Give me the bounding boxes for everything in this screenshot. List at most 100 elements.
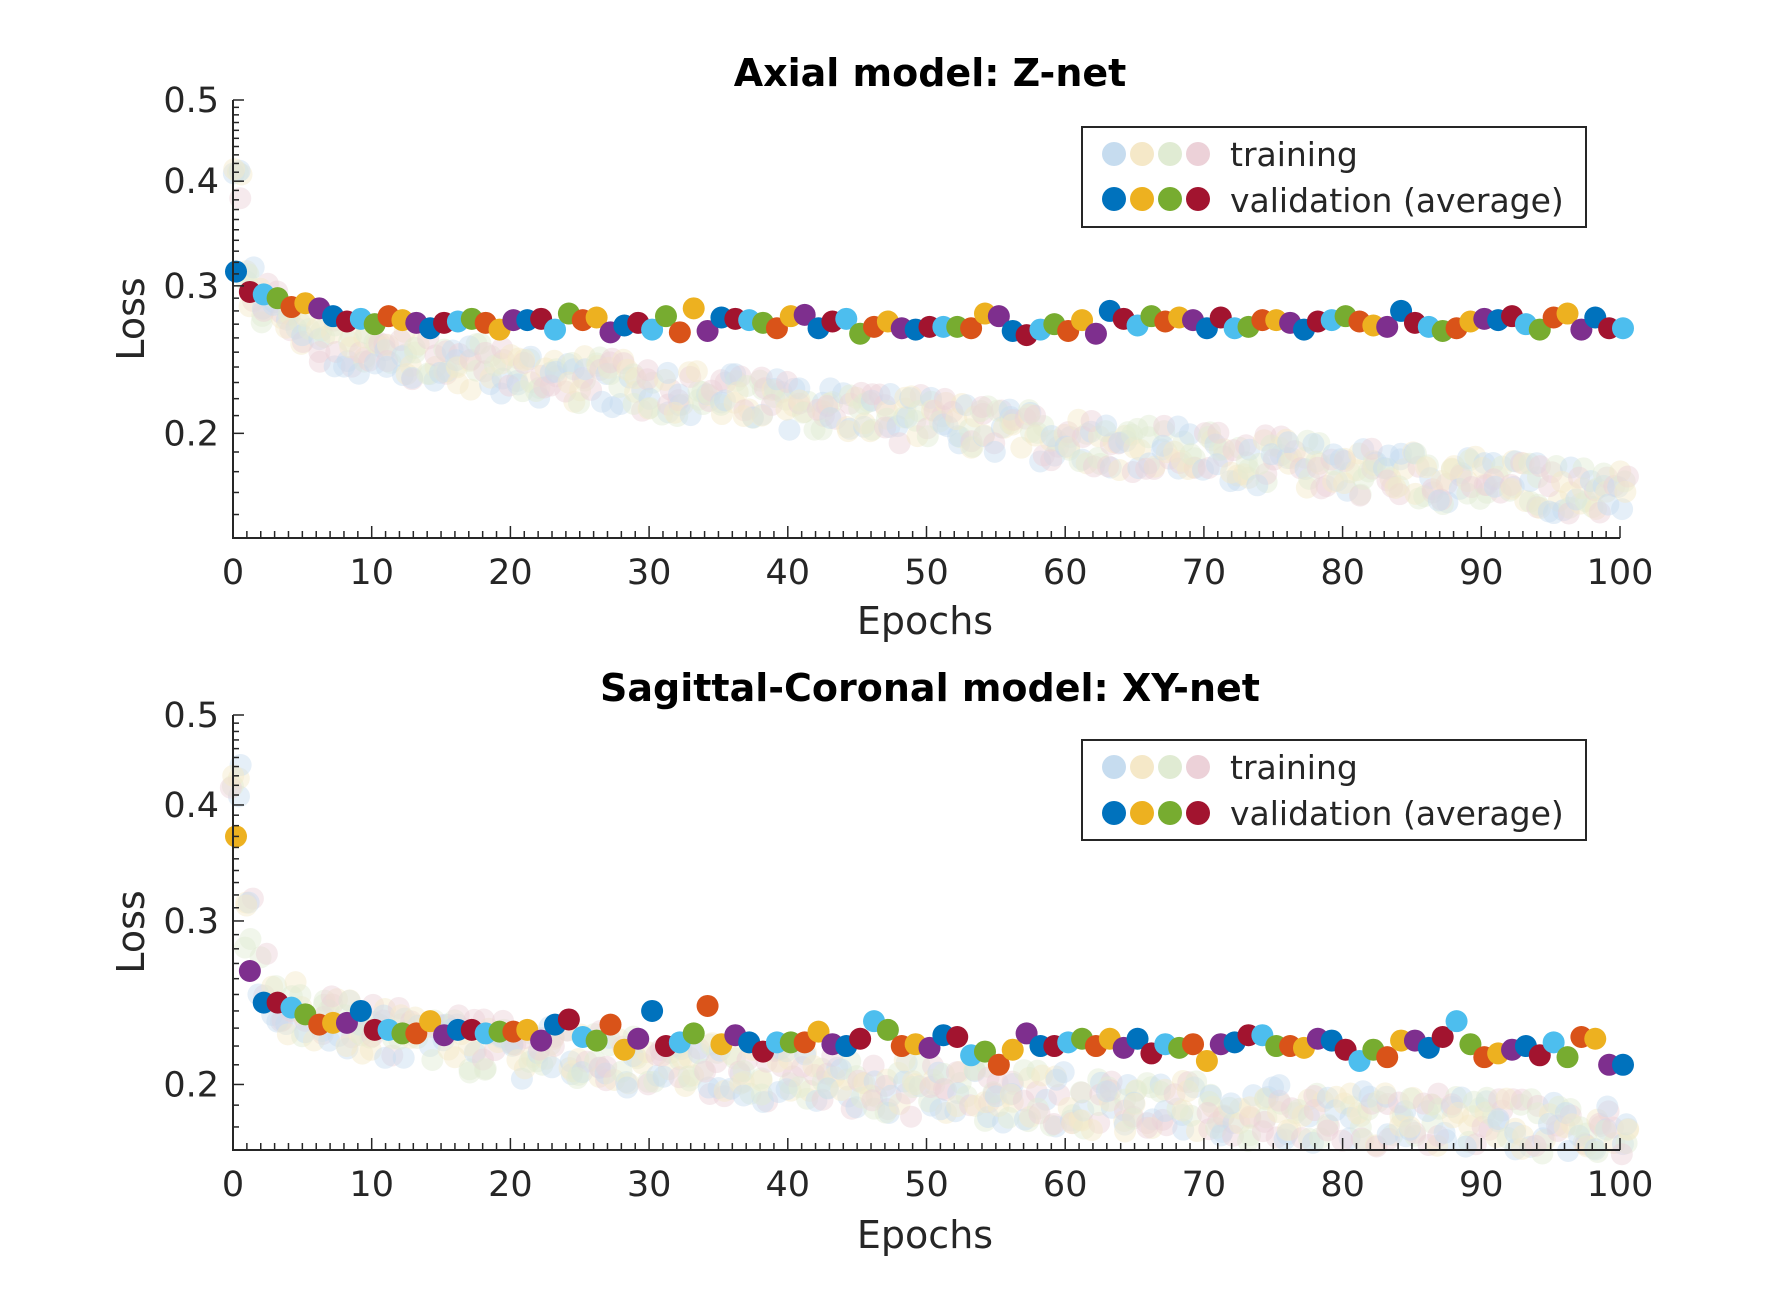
training-point	[1340, 1095, 1363, 1118]
training-point	[960, 436, 983, 459]
training-point	[1289, 457, 1312, 480]
x-tick-label: 50	[904, 1165, 949, 1205]
training-point	[1458, 449, 1481, 472]
validation-point	[682, 297, 705, 320]
training-point	[710, 369, 733, 392]
x-axis-label: Epochs	[857, 599, 993, 643]
training-point	[464, 1040, 487, 1063]
training-point	[853, 412, 876, 435]
training-point	[391, 345, 414, 368]
training-point	[1229, 1097, 1252, 1120]
training-point	[1114, 1088, 1137, 1111]
training-point	[1594, 1119, 1617, 1142]
validation-point	[973, 1040, 996, 1063]
training-point	[557, 371, 580, 394]
training-point	[624, 380, 647, 403]
training-point	[1260, 434, 1283, 457]
training-point	[1592, 462, 1615, 485]
training-point	[974, 1091, 997, 1114]
training-point	[601, 396, 624, 419]
training-point	[837, 420, 860, 443]
legend-validation-dot	[1102, 187, 1126, 211]
training-point	[971, 395, 994, 418]
training-point	[1255, 462, 1278, 485]
validation-point	[1612, 1053, 1634, 1076]
training-point	[1014, 407, 1037, 430]
training-point	[760, 393, 783, 416]
training-point	[540, 1056, 563, 1079]
training-point	[840, 1097, 863, 1120]
training-point	[1122, 1107, 1145, 1130]
training-point	[698, 1082, 721, 1105]
training-point	[674, 1074, 697, 1097]
training-point	[1421, 478, 1444, 501]
training-point	[1357, 460, 1380, 483]
training-point	[313, 989, 336, 1012]
training-point	[1398, 1118, 1421, 1141]
training-point	[505, 370, 528, 393]
training-point	[1153, 1100, 1176, 1123]
training-point	[788, 1076, 811, 1099]
training-point	[908, 1075, 931, 1098]
training-point	[788, 389, 811, 412]
training-point	[1529, 497, 1552, 520]
training-point	[534, 1047, 557, 1070]
training-point	[724, 369, 747, 392]
training-point	[788, 377, 811, 400]
training-point	[498, 374, 521, 397]
training-point	[1199, 1083, 1222, 1106]
training-point	[241, 887, 264, 910]
training-point	[1166, 1097, 1189, 1120]
training-point	[1443, 455, 1466, 478]
training-point	[1512, 1124, 1535, 1147]
legend-training-dot	[1158, 755, 1182, 779]
training-point	[788, 392, 811, 415]
training-point	[1348, 442, 1371, 465]
training-point	[1525, 452, 1548, 475]
training-point	[1183, 456, 1206, 479]
legend-training-label: training	[1230, 748, 1358, 787]
training-point	[724, 363, 747, 386]
training-point	[863, 1097, 886, 1120]
training-point	[506, 1048, 529, 1071]
validation-point	[1084, 322, 1107, 345]
training-point	[1253, 429, 1276, 452]
training-point	[1149, 1080, 1172, 1103]
training-point	[401, 366, 424, 389]
training-point	[1615, 1113, 1638, 1136]
training-point	[1151, 1108, 1174, 1131]
training-point	[991, 1111, 1014, 1134]
training-point	[694, 1060, 717, 1083]
training-point	[305, 317, 328, 340]
y-tick-label: 0.3	[163, 267, 219, 307]
training-point	[1026, 1059, 1049, 1082]
training-point	[845, 386, 868, 409]
training-point	[1045, 429, 1068, 452]
training-point	[561, 1060, 584, 1083]
training-point	[1171, 1099, 1194, 1122]
training-point	[990, 399, 1013, 422]
training-point	[325, 988, 348, 1011]
training-point	[525, 379, 548, 402]
training-point	[615, 1071, 638, 1094]
training-point	[1436, 491, 1459, 514]
x-tick-label: 50	[904, 553, 949, 593]
training-point	[1026, 421, 1049, 444]
training-point	[1529, 455, 1552, 478]
training-point	[1089, 1083, 1112, 1106]
training-point	[365, 332, 388, 355]
training-point	[750, 1083, 773, 1106]
training-point	[811, 391, 834, 414]
training-point	[230, 163, 253, 186]
training-point	[1427, 1082, 1450, 1105]
training-point	[865, 1085, 888, 1108]
training-point	[986, 1071, 1009, 1094]
training-point	[1268, 1089, 1291, 1112]
training-point	[544, 360, 567, 383]
training-point	[1226, 469, 1249, 492]
training-point	[389, 329, 412, 352]
training-point	[612, 352, 635, 375]
training-point	[1061, 1104, 1084, 1127]
validation-point	[682, 1022, 705, 1045]
training-point	[1519, 1135, 1542, 1158]
